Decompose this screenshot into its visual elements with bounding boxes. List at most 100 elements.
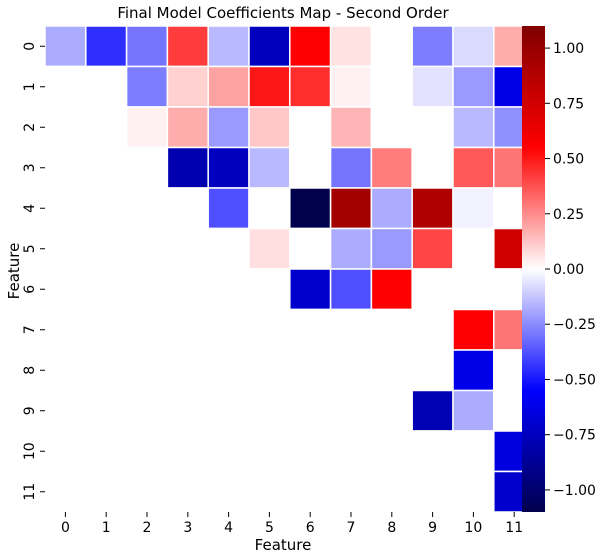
heatmap-cell: [207, 349, 250, 392]
heatmap-cell: [370, 268, 413, 311]
heatmap-cell: [166, 268, 209, 311]
heatmap-cell: [44, 268, 87, 311]
heatmap-cell: [370, 389, 413, 432]
heatmap-cell: [85, 389, 128, 432]
heatmap-cell: [370, 146, 413, 189]
y-tick-label: 10: [22, 442, 38, 460]
heatmap-cell: [329, 227, 373, 270]
heatmap-cell: [452, 25, 495, 68]
heatmap-cell: [329, 308, 373, 351]
heatmap-cell: [370, 187, 413, 230]
heatmap-cell: [166, 65, 209, 108]
heatmap-cell: [370, 308, 413, 351]
y-tick-label: 9: [22, 406, 38, 415]
chart-title: Final Model Coefficients Map - Second Or…: [117, 4, 449, 22]
heatmap-cell: [85, 268, 128, 311]
heatmap-cell: [125, 146, 169, 189]
heatmap-cell: [166, 146, 209, 189]
heatmap-cell: [166, 106, 209, 149]
heatmap-cell: [289, 349, 332, 392]
heatmap-cell: [329, 187, 373, 230]
heatmap-cell: [207, 65, 250, 108]
heatmap-cell: [411, 349, 454, 392]
colorbar-tick-label: 0.75: [553, 96, 584, 112]
heatmap-cell: [166, 25, 209, 68]
heatmap-cell: [411, 268, 454, 311]
heatmap-cell: [125, 349, 169, 392]
colorbar-tick-label: 0.50: [553, 152, 584, 168]
heatmap-cell: [289, 106, 332, 149]
heatmap-cell: [44, 470, 87, 513]
heatmap-cell: [125, 25, 169, 68]
heatmap-cell: [166, 349, 209, 392]
x-tick-label: 8: [387, 520, 396, 536]
y-tick-label: 0: [22, 42, 38, 51]
heatmap-cell: [370, 430, 413, 473]
heatmap-cell: [85, 349, 128, 392]
heatmap-cell: [452, 389, 495, 432]
heatmap-cell: [166, 187, 209, 230]
colorbar: [522, 26, 545, 512]
y-tick-label: 3: [22, 163, 38, 172]
heatmap-cell: [44, 25, 87, 68]
heatmap-cell: [411, 25, 454, 68]
heatmap-cell: [289, 308, 332, 351]
colorbar-tick-label: −0.25: [553, 317, 596, 333]
heatmap-cell: [289, 389, 332, 432]
heatmap-cell: [125, 227, 169, 270]
heatmap-cell: [248, 308, 291, 351]
y-tick-label: 7: [22, 325, 38, 334]
heatmap-cell: [248, 187, 291, 230]
heatmap-cell: [329, 146, 373, 189]
heatmap-cell: [411, 106, 454, 149]
x-tick-label: 10: [464, 520, 482, 536]
heatmap-cell: [411, 227, 454, 270]
heatmap-cell: [125, 389, 169, 432]
heatmap-cell: [125, 470, 169, 513]
heatmap-cell: [166, 389, 209, 432]
heatmap-cell: [166, 430, 209, 473]
heatmap-cell: [85, 430, 128, 473]
heatmap-cell: [289, 146, 332, 189]
x-axis-label: Feature: [255, 536, 312, 554]
heatmap-cell: [329, 25, 373, 68]
heatmap-cell: [452, 65, 495, 108]
heatmap-cell: [207, 227, 250, 270]
heatmap-cell: [125, 65, 169, 108]
x-tick-label: 3: [183, 520, 192, 536]
heatmap-cell: [289, 430, 332, 473]
heatmap-cell: [452, 268, 495, 311]
heatmap-cell: [44, 389, 87, 432]
x-tick-label: 7: [347, 520, 356, 536]
heatmap-cell: [452, 349, 495, 392]
y-tick-label: 1: [22, 82, 38, 91]
x-tick-label: 0: [61, 520, 70, 536]
heatmap-cell: [289, 187, 332, 230]
heatmap-cell: [370, 470, 413, 513]
heatmap-cell: [166, 308, 209, 351]
heatmap-cell: [411, 187, 454, 230]
heatmap-cell: [248, 268, 291, 311]
heatmap-cell: [289, 268, 332, 311]
heatmap-cell: [411, 470, 454, 513]
heatmap-cell: [44, 146, 87, 189]
heatmap-cell: [248, 65, 291, 108]
x-tick-label: 5: [265, 520, 274, 536]
y-tick-label: 8: [22, 366, 38, 375]
heatmap-cell: [85, 146, 128, 189]
heatmap-cell: [411, 65, 454, 108]
heatmap-cell: [207, 268, 250, 311]
heatmap-cell: [411, 308, 454, 351]
heatmap-cell: [289, 65, 332, 108]
heatmap-cell: [329, 106, 373, 149]
heatmap-cell: [248, 146, 291, 189]
heatmap-cell: [452, 187, 495, 230]
heatmap-cell: [207, 106, 250, 149]
heatmap-cell: [44, 65, 87, 108]
y-axis-label: Feature: [5, 243, 23, 300]
colorbar-tick-label: 0.25: [553, 207, 584, 223]
x-tick-label: 2: [143, 520, 152, 536]
heatmap-cell: [166, 470, 209, 513]
heatmap-cell: [411, 146, 454, 189]
y-tick-label: 4: [22, 204, 38, 213]
